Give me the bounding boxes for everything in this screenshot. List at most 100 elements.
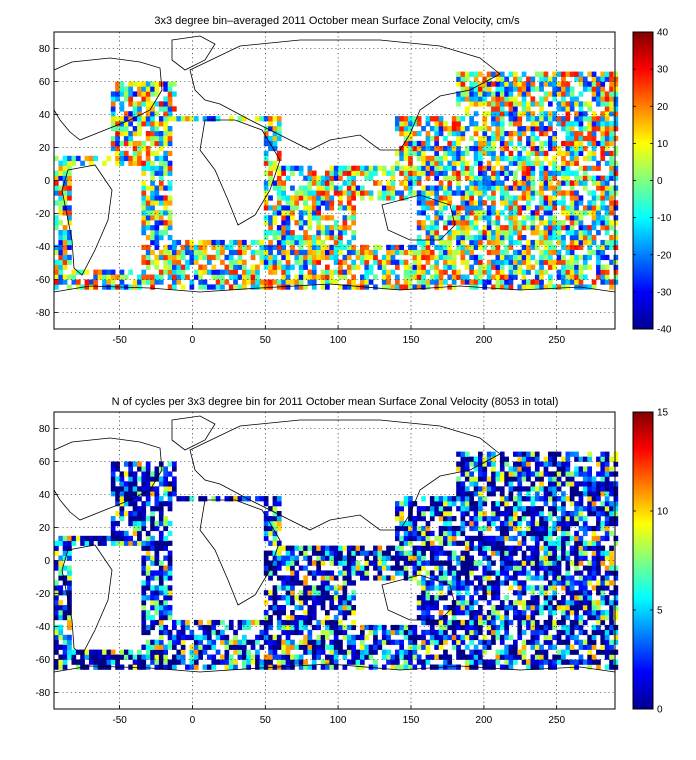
- bin-cell: [167, 629, 173, 636]
- bin-cell: [285, 235, 291, 241]
- bin-cell: [360, 545, 365, 551]
- bin-cell: [377, 165, 383, 171]
- bin-cell: [119, 121, 125, 127]
- bin-cell: [565, 150, 571, 156]
- bin-cell: [403, 496, 409, 502]
- bin-cell: [242, 659, 247, 665]
- bin-cell: [460, 501, 466, 507]
- bin-cell: [434, 264, 439, 270]
- bin-cell: [303, 220, 308, 226]
- bin-cell: [469, 135, 474, 142]
- bin-cell: [338, 175, 343, 181]
- bin-cell: [456, 654, 461, 660]
- bin-cell: [54, 215, 59, 221]
- bin-cell: [517, 466, 523, 472]
- bin-cell: [355, 284, 361, 290]
- bin-cell: [58, 185, 64, 191]
- bin-cell: [193, 249, 199, 256]
- bin-cell: [320, 560, 326, 566]
- bin-cell: [272, 205, 278, 211]
- bin-cell: [456, 220, 461, 226]
- bin-cell: [145, 116, 151, 122]
- bin-cell: [469, 91, 474, 97]
- bin-cell: [552, 525, 557, 532]
- bin-cell: [486, 111, 492, 117]
- bin-cell: [395, 121, 400, 127]
- bin-cell: [530, 279, 536, 285]
- bin-cell: [561, 180, 566, 186]
- bin-cell: [224, 496, 230, 502]
- bin-cell: [574, 244, 579, 250]
- bin-cell: [499, 155, 505, 162]
- bin-cell: [486, 135, 492, 142]
- bin-cell: [513, 131, 518, 137]
- bin-cell: [499, 185, 505, 191]
- bin-cell: [364, 274, 370, 280]
- bin-cell: [504, 175, 509, 181]
- bin-cell: [530, 575, 536, 581]
- bin-cell: [316, 220, 321, 226]
- bin-cell: [298, 269, 304, 275]
- bin-cell: [491, 506, 496, 512]
- bin-cell: [491, 200, 496, 206]
- bin-cell: [316, 254, 321, 261]
- bin-cell: [421, 239, 426, 246]
- bin-cell: [499, 570, 505, 576]
- bin-cell: [158, 659, 164, 665]
- bin-cell: [478, 659, 483, 665]
- bin-cell: [464, 200, 470, 206]
- bin-cell: [478, 491, 483, 497]
- bin-cell: [548, 274, 553, 280]
- bin-cell: [150, 575, 155, 581]
- bin-cell: [399, 644, 404, 650]
- bin-cell: [478, 535, 483, 542]
- bin-cell: [604, 254, 610, 261]
- bin-cell: [141, 590, 147, 596]
- bin-cell: [460, 619, 466, 626]
- bin-cell: [425, 545, 431, 551]
- bin-cell: [342, 610, 348, 616]
- bin-cell: [447, 580, 453, 586]
- bin-cell: [569, 126, 575, 132]
- bin-cell: [508, 111, 514, 117]
- bin-cell: [364, 264, 370, 270]
- bin-cell: [307, 555, 313, 561]
- bin-cell: [513, 254, 518, 261]
- bin-cell: [285, 634, 291, 641]
- bin-cell: [193, 644, 199, 650]
- bin-cell: [513, 535, 518, 542]
- bin-cell: [517, 160, 523, 166]
- bin-cell: [486, 451, 492, 457]
- bin-cell: [578, 101, 584, 107]
- bin-cell: [272, 135, 278, 142]
- bin-cell: [495, 615, 501, 621]
- bin-cell: [543, 540, 549, 546]
- bin-cell: [141, 525, 147, 532]
- bin-cell: [58, 565, 64, 571]
- bin-cell: [307, 259, 313, 265]
- bin-cell: [281, 639, 286, 645]
- bin-cell: [556, 121, 562, 127]
- bin-cell: [499, 555, 505, 561]
- bin-cell: [272, 634, 278, 641]
- bin-cell: [263, 516, 269, 522]
- bin-cell: [329, 570, 335, 576]
- bin-cell: [224, 644, 230, 650]
- bin-cell: [150, 600, 155, 606]
- bin-cell: [425, 215, 431, 221]
- bin-cell: [132, 525, 138, 532]
- bin-cell: [491, 145, 496, 152]
- bin-cell: [552, 659, 557, 665]
- bin-cell: [163, 259, 168, 265]
- bin-cell: [429, 220, 435, 226]
- bin-cell: [486, 269, 492, 275]
- bin-cell: [246, 496, 251, 502]
- bin-cell: [530, 506, 536, 512]
- bin-cell: [272, 585, 278, 591]
- bin-cell: [473, 654, 479, 660]
- bin-cell: [342, 575, 348, 581]
- bin-cell: [425, 175, 431, 181]
- bin-cell: [429, 560, 435, 566]
- bin-cell: [482, 175, 488, 181]
- bin-cell: [163, 140, 168, 147]
